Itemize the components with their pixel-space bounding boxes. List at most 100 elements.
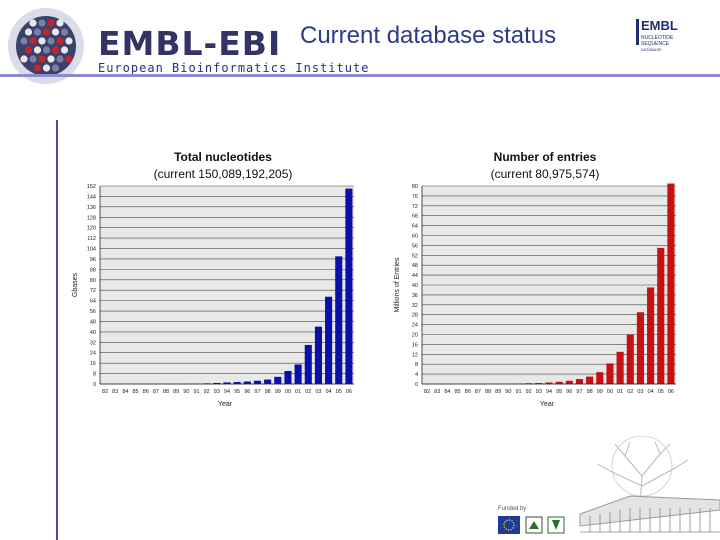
x-tick-label: 90 — [505, 389, 511, 395]
x-tick-label: 93 — [214, 389, 220, 395]
logo-dot — [24, 28, 33, 36]
logo-dot — [47, 55, 55, 63]
y-tick-label: 112 — [87, 236, 96, 242]
x-tick-label: 93 — [536, 389, 542, 395]
embl-logo-line2: SEQUENCE — [641, 41, 670, 47]
y-tick-label: 80 — [90, 278, 96, 284]
x-tick-label: 00 — [285, 389, 291, 395]
building-tree-illustration — [579, 436, 720, 533]
logo-dot — [51, 46, 60, 54]
logo-dot — [29, 37, 37, 45]
embl-nucleotide-database-logo: EMBL NUCLEOTIDE SEQUENCE DATABASE — [636, 18, 678, 52]
x-tick-label: 82 — [424, 389, 430, 395]
x-tick-label: 06 — [668, 389, 674, 395]
y-axis-label: Gbases — [72, 272, 79, 297]
logo-dot — [29, 55, 37, 63]
logo-dot — [33, 28, 42, 36]
bar — [555, 381, 563, 384]
y-tick-label: 60 — [412, 234, 418, 240]
logo-dot — [65, 37, 73, 45]
bar — [636, 312, 644, 384]
x-tick-label: 88 — [485, 389, 491, 395]
logo-dot — [51, 28, 60, 36]
x-tick-label: 05 — [658, 389, 664, 395]
chart-subtitle: (current 80,975,574) — [491, 167, 600, 181]
y-tick-label: 16 — [90, 361, 96, 367]
y-tick-label: 48 — [412, 263, 418, 269]
x-tick-label: 01 — [295, 389, 301, 395]
y-tick-label: 96 — [90, 257, 96, 263]
chart-title: Number of entries — [494, 150, 597, 164]
x-tick-label: 03 — [637, 389, 643, 395]
x-tick-label: 04 — [648, 389, 654, 395]
logo-text: EMBL-EBI — [98, 24, 282, 63]
bar — [345, 188, 353, 384]
y-tick-label: 72 — [90, 288, 96, 294]
embl-logo-line1: NUCLEOTIDE — [641, 35, 674, 41]
bar — [294, 364, 302, 384]
x-tick-label: 88 — [163, 389, 169, 395]
logo-dot — [38, 37, 46, 45]
bar — [284, 370, 292, 384]
header: EMBL-EBI European Bioinformatics Institu… — [0, 0, 720, 90]
x-tick-label: 82 — [102, 389, 108, 395]
page-title: Current database status — [300, 22, 557, 49]
x-tick-label: 04 — [326, 389, 332, 395]
logo-dot — [60, 28, 69, 36]
bar — [606, 363, 614, 384]
y-tick-label: 44 — [412, 273, 418, 279]
y-tick-label: 56 — [90, 309, 96, 315]
logo-dot — [65, 55, 73, 63]
y-tick-label: 64 — [90, 299, 96, 305]
logo-dot — [24, 46, 33, 54]
y-tick-label: 56 — [412, 243, 418, 249]
bar — [223, 382, 231, 384]
y-tick-label: 68 — [412, 214, 418, 220]
logo-dot — [56, 55, 64, 63]
y-tick-label: 12 — [412, 352, 418, 358]
bar — [586, 376, 594, 384]
x-tick-label: 92 — [526, 389, 532, 395]
bar — [233, 382, 241, 384]
y-tick-label: 48 — [90, 319, 96, 325]
embl-logo-text: EMBL — [641, 18, 678, 33]
bar — [667, 183, 675, 384]
bar — [647, 287, 655, 384]
y-tick-label: 144 — [87, 194, 96, 200]
x-tick-label: 98 — [265, 389, 271, 395]
x-tick-label: 91 — [193, 389, 199, 395]
y-tick-label: 32 — [412, 303, 418, 309]
y-tick-label: 128 — [87, 215, 96, 221]
total-nucleotides-chart: Total nucleotides (current 150,089,192,20… — [72, 150, 354, 408]
y-tick-label: 24 — [90, 351, 96, 357]
logo-dot — [42, 28, 51, 36]
x-tick-label: 86 — [143, 389, 149, 395]
x-tick-label: 06 — [346, 389, 352, 395]
y-tick-label: 40 — [90, 330, 96, 336]
x-tick-label: 02 — [627, 389, 633, 395]
logo-dot — [20, 37, 28, 45]
logo-dot — [56, 19, 64, 27]
logo-dot — [47, 19, 55, 27]
x-tick-label: 94 — [546, 389, 552, 395]
y-tick-label: 40 — [412, 283, 418, 289]
y-tick-label: 4 — [415, 372, 418, 378]
x-axis-label: Year — [218, 401, 233, 408]
x-tick-label: 96 — [566, 389, 572, 395]
x-tick-label: 83 — [434, 389, 440, 395]
logo-dot — [29, 19, 37, 27]
x-tick-label: 01 — [617, 389, 623, 395]
bar — [213, 382, 221, 384]
x-tick-label: 98 — [587, 389, 593, 395]
left-accent-line — [56, 120, 58, 540]
x-tick-label: 99 — [597, 389, 603, 395]
bar — [335, 256, 343, 384]
x-tick-label: 00 — [607, 389, 613, 395]
funding-logos — [498, 516, 565, 534]
bar — [304, 344, 312, 384]
number-of-entries-chart: Number of entries (current 80,975,574) 04 8… — [394, 150, 676, 408]
y-tick-label: 76 — [412, 194, 418, 200]
x-tick-label: 95 — [556, 389, 562, 395]
logo-dot — [38, 55, 46, 63]
funded-by-label: Funded by — [498, 506, 527, 512]
